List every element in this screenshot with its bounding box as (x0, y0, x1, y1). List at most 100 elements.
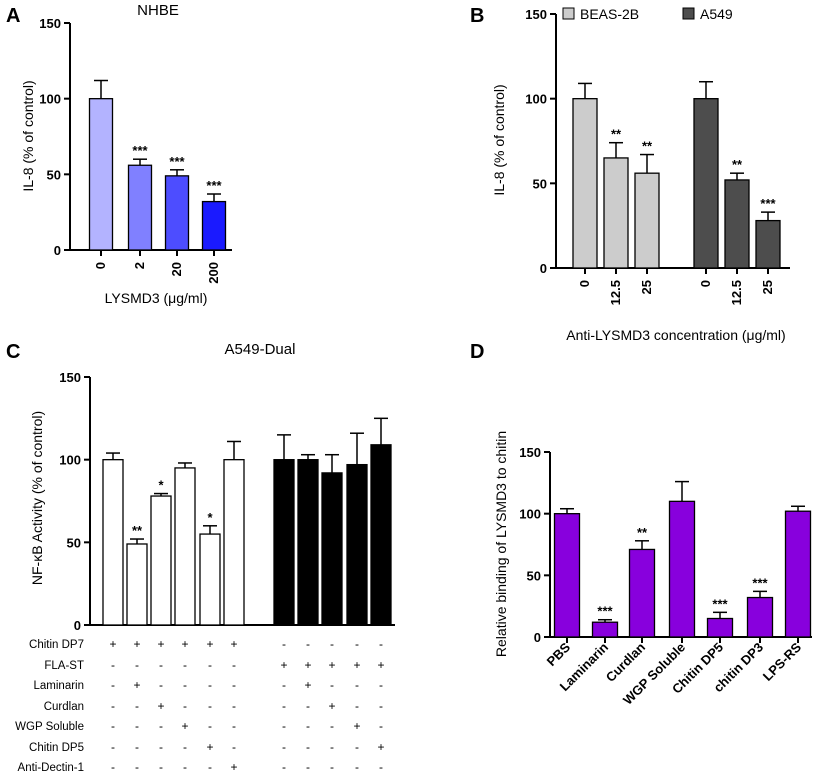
chart-c-table-cell-3-10: - (379, 699, 383, 713)
chart-c-table-cell-1-10: + (377, 658, 384, 672)
chart-c-table-cell-4-7: - (306, 719, 310, 733)
chart-b-xtick-label-4: 12.5 (729, 280, 744, 305)
chart-a-xtick-label-3: 200 (206, 262, 221, 284)
chart-b-bar-1 (603, 157, 629, 269)
chart-a-title: NHBE (137, 2, 179, 19)
chart-c-table-row-label-6: Anti-Dectin-1 (18, 762, 84, 774)
chart-a-xlabel: LYSMD3 (μg/ml) (105, 290, 208, 306)
chart-c-table-cell-2-5: - (232, 678, 236, 692)
chart-c-table-cell-1-4: - (208, 658, 212, 672)
chart-d-xtick-label-6: LPS-RS (760, 639, 805, 684)
chart-c-table-cell-3-9: - (355, 699, 359, 713)
chart-b-ytick-label-0: 0 (540, 261, 547, 276)
chart-a-xtick-label-1: 2 (132, 262, 147, 269)
chart-c-table-cell-6-7: - (306, 760, 310, 774)
chart-b-ylabel: IL-8 (% of control) (491, 84, 507, 195)
chart-c-table-cell-3-2: + (157, 699, 164, 713)
chart-c-table-cell-2-6: - (282, 678, 286, 692)
chart-c-table-cell-4-3: + (181, 719, 188, 733)
chart-d-ytick-label-3: 150 (519, 445, 541, 460)
chart-d-bar-1 (591, 621, 619, 638)
chart-c-table-cell-1-0: - (111, 658, 115, 672)
panel-letter-c: C (6, 341, 20, 363)
chart-c-bar-5 (223, 459, 245, 626)
chart-d-sig-label-2: ** (637, 525, 648, 540)
chart-b-xtick-label-3: 0 (698, 280, 713, 287)
chart-c-table-cell-0-6: - (282, 637, 286, 651)
chart-a-bar-0 (88, 98, 114, 251)
chart-c-sig-label-1: ** (132, 523, 143, 538)
chart-d-ytick-label-2: 100 (519, 507, 541, 522)
chart-c-table-cell-5-9: - (355, 740, 359, 754)
chart-b-bar-0 (572, 98, 598, 269)
chart-d-ylabel: Relative binding of LYSMD3 to chitin (493, 431, 509, 657)
chart-c-table-cell-3-7: - (306, 699, 310, 713)
legend-swatch-a549 (682, 7, 695, 20)
chart-c-ytick-label-2: 100 (59, 453, 81, 468)
chart-c-table-cell-3-8: + (328, 699, 335, 713)
chart-b-xtick-label-1: 12.5 (608, 280, 623, 305)
chart-c-table-row-label-3: Curdlan (44, 701, 84, 713)
chart-c-table-cell-2-9: - (355, 678, 359, 692)
chart-c-table-row-label-0: Chitin DP7 (29, 639, 84, 651)
chart-c-sig-label-2: * (158, 478, 164, 493)
chart-b-bar-2 (634, 172, 660, 269)
chart-c-table-cell-1-9: + (353, 658, 360, 672)
chart-b-xtick-label-5: 25 (760, 280, 775, 294)
chart-c-table-cell-5-4: + (206, 740, 213, 754)
chart-c-table-cell-2-0: - (111, 678, 115, 692)
panel-letter-a: A (6, 5, 20, 27)
chart-c-table-cell-5-2: - (159, 740, 163, 754)
chart-b-bar-3 (693, 98, 719, 269)
chart-c-table-cell-2-4: - (208, 678, 212, 692)
chart-c-table-cell-2-10: - (379, 678, 383, 692)
chart-b-bar-5 (755, 219, 781, 269)
chart-c-table-cell-4-4: - (208, 719, 212, 733)
chart-a-xtick-label-0: 0 (93, 262, 108, 269)
chart-a-bar-1 (127, 164, 153, 251)
chart-c-table-cell-4-0: - (111, 719, 115, 733)
chart-c-table-cell-0-0: + (109, 637, 116, 651)
chart-c-table-cell-1-6: + (280, 658, 287, 672)
chart-c-table-cell-4-8: - (330, 719, 334, 733)
chart-c-table-cell-1-8: + (328, 658, 335, 672)
chart-c-table-cell-1-1: - (135, 658, 139, 672)
chart-c-table-cell-2-1: + (133, 678, 140, 692)
chart-c-bar-6 (273, 459, 295, 626)
chart-d-xtick-label-0: PBS (544, 639, 574, 669)
chart-a-sig-label-1: *** (132, 143, 148, 158)
chart-c-bar-2 (150, 495, 172, 626)
chart-d-bar-5 (746, 596, 774, 638)
chart-b-sig-label-2: ** (642, 139, 653, 154)
chart-c-table-cell-6-3: - (183, 760, 187, 774)
chart-c-bar-7 (297, 459, 319, 626)
chart-c-table-cell-0-10: - (379, 637, 383, 651)
chart-c-table-cell-5-10: + (377, 740, 384, 754)
chart-a-ytick-label-2: 100 (39, 92, 61, 107)
chart-d-sig-label-1: *** (597, 604, 613, 619)
chart-c-table-cell-3-5: - (232, 699, 236, 713)
chart-a-bar-3 (201, 200, 227, 251)
chart-c-table-cell-4-1: - (135, 719, 139, 733)
chart-c-table-cell-4-2: - (159, 719, 163, 733)
chart-c-table-cell-5-3: - (183, 740, 187, 754)
chart-c-table-row-label-5: Chitin DP5 (29, 742, 84, 754)
chart-c-table-cell-3-4: - (208, 699, 212, 713)
chart-d-bar-0 (553, 513, 581, 638)
chart-c-ytick-label-1: 50 (67, 535, 81, 550)
chart-d-sig-label-4: *** (712, 596, 728, 611)
chart-c-table-cell-3-0: - (111, 699, 115, 713)
chart-c-table-cell-3-1: - (135, 699, 139, 713)
chart-d-bar-3 (668, 500, 696, 638)
panel-letter-b: B (470, 5, 484, 27)
chart-c-table-cell-6-5: + (230, 760, 237, 774)
chart-c-table-row-label-2: Laminarin (34, 680, 85, 692)
chart-c-table-cell-2-8: - (330, 678, 334, 692)
chart-c-table-cell-0-4: + (206, 637, 213, 651)
chart-a-ylabel: IL-8 (% of control) (20, 80, 36, 191)
chart-c-table-cell-5-7: - (306, 740, 310, 754)
chart-c-table-cell-6-9: - (355, 760, 359, 774)
chart-b-xtick-label-0: 0 (577, 280, 592, 287)
chart-d-bar-2 (628, 548, 656, 638)
legend-label-beas2b: BEAS-2B (580, 6, 639, 22)
